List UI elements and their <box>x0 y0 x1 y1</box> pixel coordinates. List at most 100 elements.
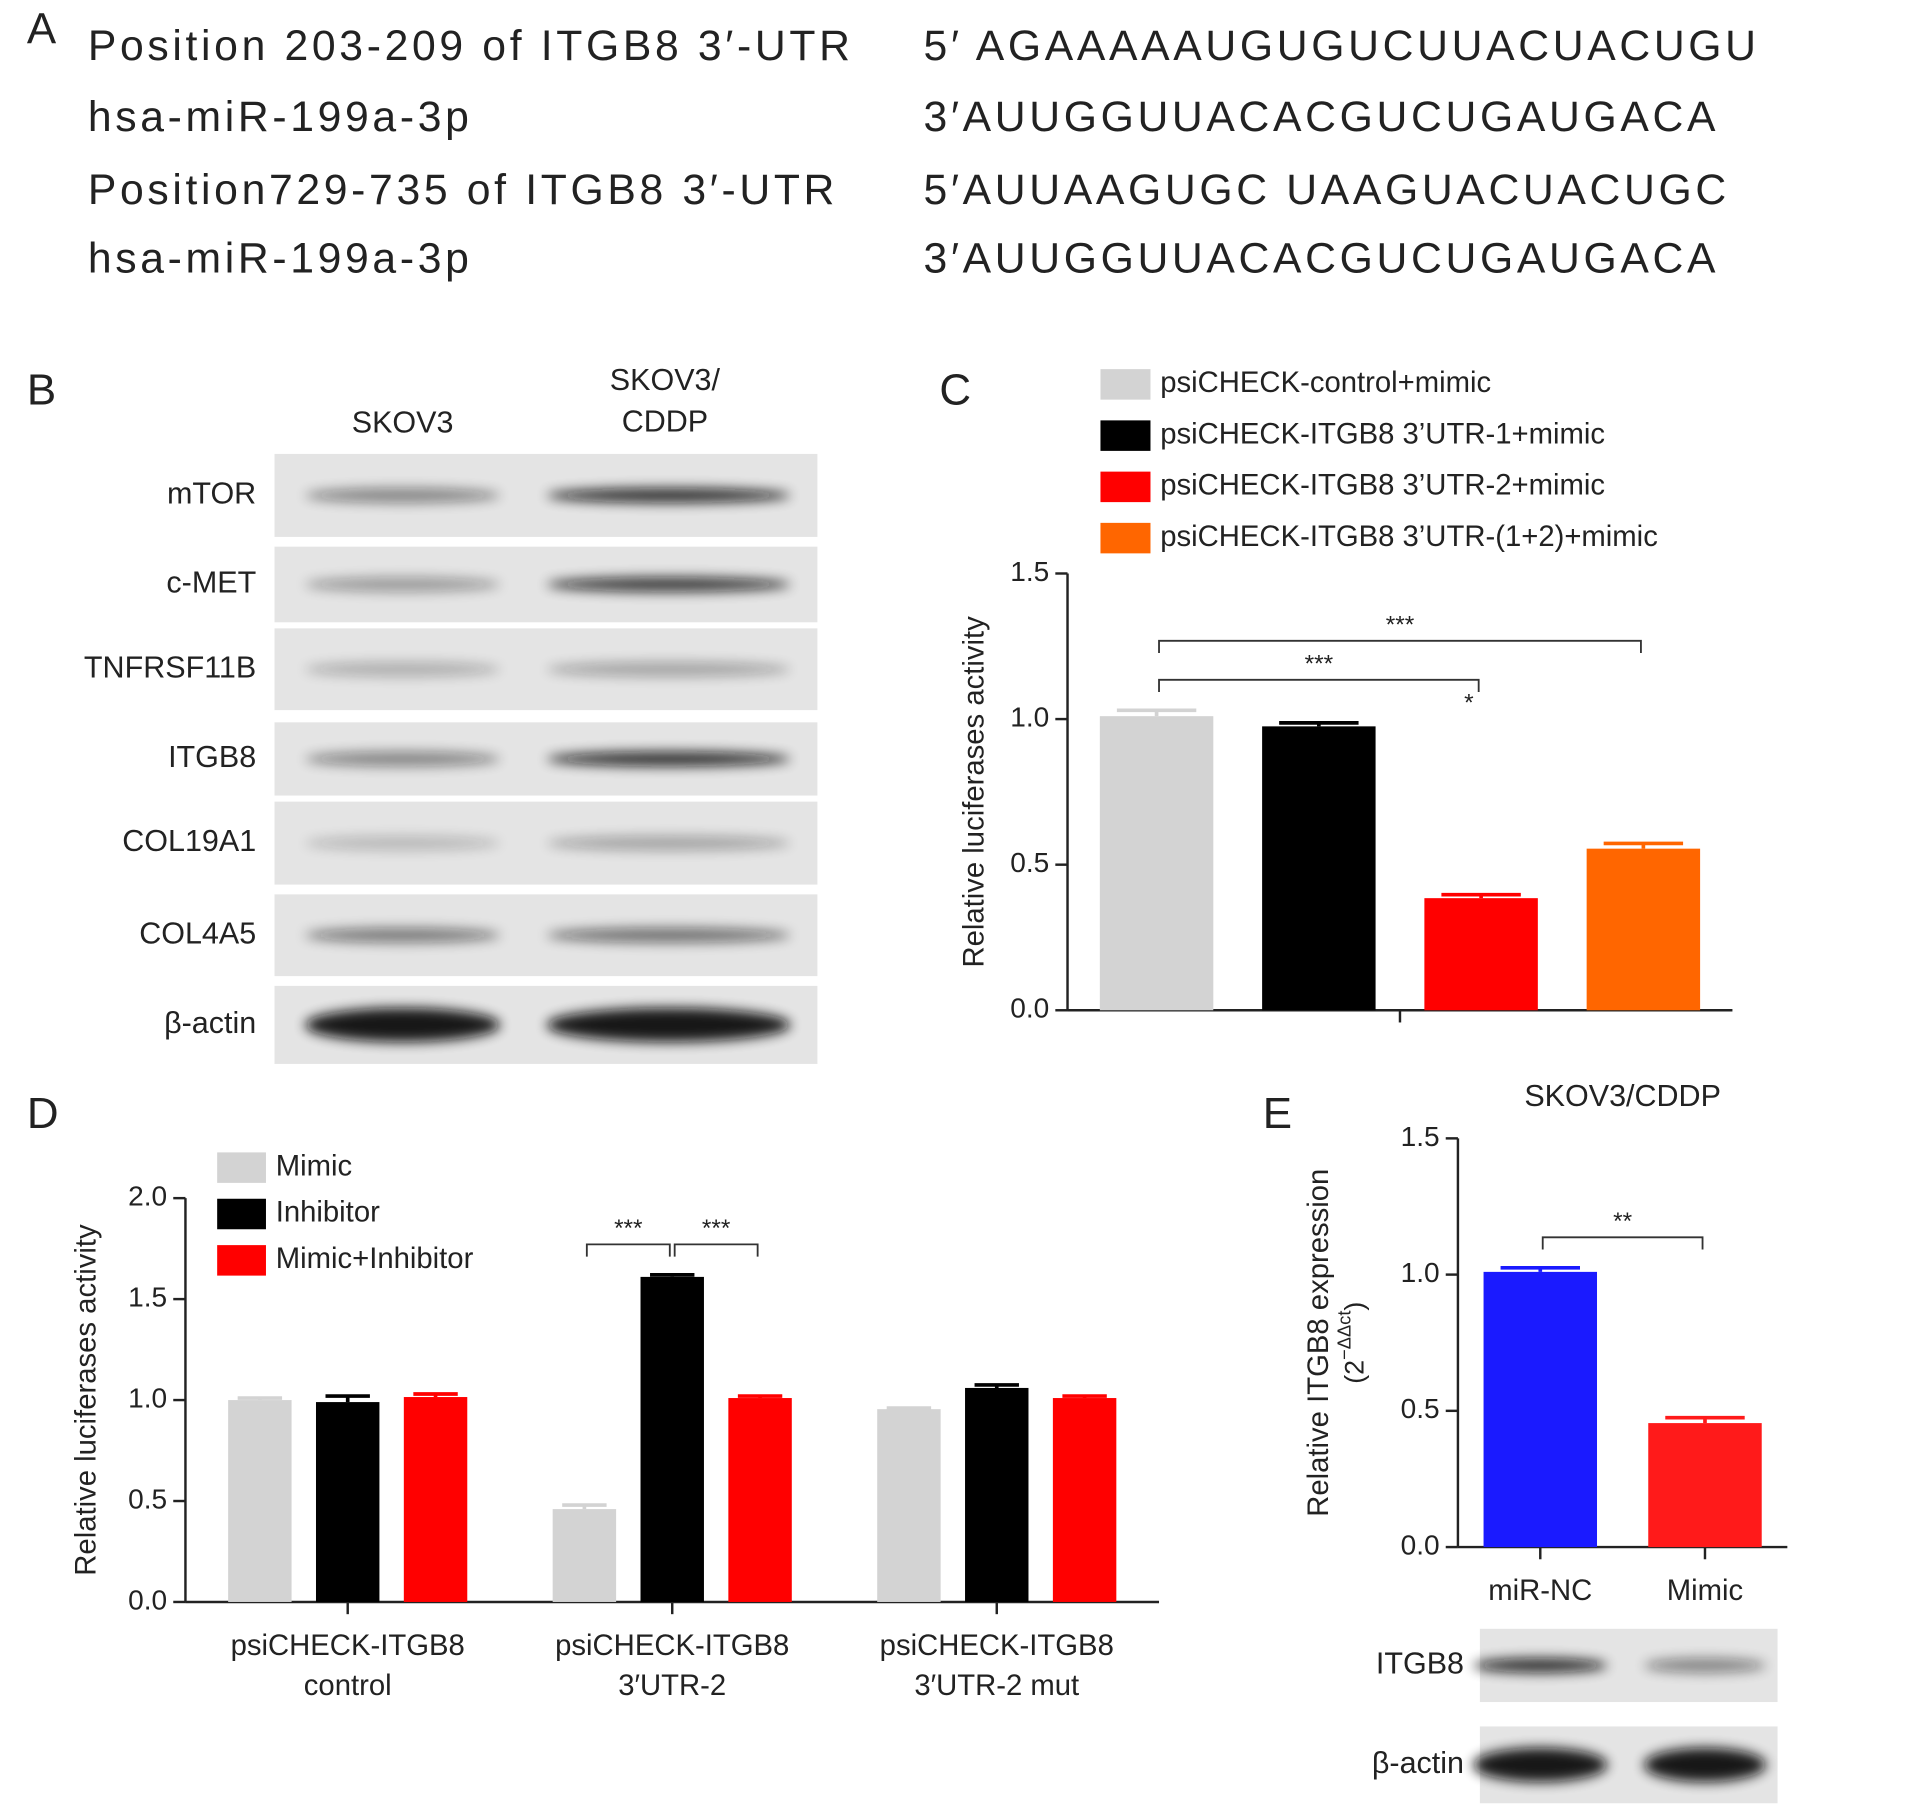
y-tick-label: 0.0 <box>1401 1529 1440 1560</box>
y-tick-label: 0.5 <box>1401 1393 1440 1424</box>
bar <box>552 1509 617 1602</box>
bar <box>1648 1423 1762 1548</box>
sequence: 5′ AGAAAAAUGUGUCUUACUACUGU <box>924 22 1760 70</box>
legend-label: psiCHECK-ITGB8 3’UTR-2+mimic <box>1160 469 1605 502</box>
y-tick-label: 0.5 <box>1010 847 1049 878</box>
blot-band <box>546 577 791 592</box>
significance-bracket <box>1158 639 1642 654</box>
column-label: SKOV3 <box>352 406 454 440</box>
y-axis-title: Relative luciferases activity <box>70 1224 103 1576</box>
blot-band <box>1473 1747 1608 1782</box>
sequence-name: Position 203-209 of ITGB8 3′-UTR <box>88 22 854 70</box>
y-axis-title: Relative ITGB8 expression <box>1302 1169 1335 1517</box>
legend-swatch <box>1100 420 1151 451</box>
error-bar <box>562 1503 607 1510</box>
panel-label: A <box>27 4 57 53</box>
x-tick-label: miR-NC <box>1488 1574 1592 1607</box>
blot-band <box>305 927 501 943</box>
formula-part: −ΔΔct <box>1334 1311 1355 1360</box>
column-label: CDDP <box>622 404 708 438</box>
bar <box>1262 726 1376 1011</box>
sequence: 3′AUUGGUUACACGUCUGAUGACA <box>924 234 1720 282</box>
panel-label: C <box>939 366 971 415</box>
blot-band <box>305 661 501 677</box>
legend-label: psiCHECK-ITGB8 3’UTR-1+mimic <box>1160 417 1605 450</box>
bar <box>1424 898 1538 1011</box>
bar <box>728 1398 792 1602</box>
significance-bracket <box>1158 678 1480 693</box>
error-bar <box>237 1396 283 1401</box>
panel-label: E <box>1263 1089 1292 1138</box>
error-bar <box>737 1394 783 1399</box>
row-label: COL4A5 <box>139 916 256 950</box>
blot-band <box>546 661 791 677</box>
sequence-name: Position729-735 of ITGB8 3′-UTR <box>88 166 838 214</box>
row-label: TNFRSF11B <box>84 650 256 684</box>
error-bar <box>413 1392 458 1398</box>
error-bar <box>1603 841 1684 849</box>
bar <box>403 1397 468 1602</box>
x-tick-label: 3′UTR-2 <box>618 1669 726 1702</box>
x-tick-label: Mimic <box>1667 1574 1743 1607</box>
error-bar <box>325 1394 370 1403</box>
row-label: β-actin <box>164 1006 256 1040</box>
legend-swatch <box>1100 369 1151 400</box>
legend-swatch <box>217 1152 266 1183</box>
x-tick-label: psiCHECK-ITGB8 <box>231 1629 465 1662</box>
error-bar <box>650 1273 695 1277</box>
sequence: 3′AUUGGUUACACGUCUGAUGACA <box>924 93 1720 141</box>
y-tick-label: 1.0 <box>128 1382 167 1413</box>
legend-swatch <box>1100 522 1151 554</box>
legend-swatch <box>217 1198 266 1230</box>
legend-label: psiCHECK-ITGB8 3’UTR-(1+2)+mimic <box>1160 520 1658 553</box>
error-bar <box>1665 1415 1745 1424</box>
row-label: c-MET <box>166 566 256 600</box>
error-bar <box>1500 1265 1580 1272</box>
bar <box>1099 716 1214 1011</box>
y-tick-label: 2.0 <box>128 1181 167 1212</box>
chart-title: SKOV3/CDDP <box>1524 1079 1721 1113</box>
formula-part: (2 <box>1340 1360 1370 1384</box>
legend-label: psiCHECK-control+mimic <box>1160 366 1491 399</box>
blot-band <box>1643 1747 1766 1782</box>
y-tick-label: 1.0 <box>1010 701 1049 732</box>
blot-band <box>546 1007 791 1042</box>
legend-label: Inhibitor <box>276 1196 380 1229</box>
significance-label: *** <box>1386 612 1415 639</box>
significance-bracket <box>585 1243 671 1257</box>
blot-band <box>305 751 501 767</box>
bar <box>965 1387 1029 1602</box>
significance-label: *** <box>614 1215 643 1242</box>
bar <box>877 1409 941 1602</box>
x-tick-label: control <box>304 1669 392 1702</box>
bar <box>1052 1398 1117 1602</box>
bar <box>1483 1271 1598 1548</box>
y-tick-label: 1.5 <box>1010 556 1049 587</box>
y-tick-label: 1.0 <box>1401 1257 1440 1288</box>
error-bar <box>886 1406 932 1410</box>
significance-label: ** <box>1613 1208 1632 1235</box>
blot-band <box>1643 1658 1766 1673</box>
row-label: ITGB8 <box>168 740 256 774</box>
legend-swatch <box>217 1245 266 1276</box>
column-label: SKOV3/ <box>610 363 721 397</box>
formula-part: ) <box>1340 1302 1370 1311</box>
y-tick-label: 0.0 <box>1010 993 1049 1024</box>
blot-band <box>546 927 791 943</box>
x-tick-label: psiCHECK-ITGB8 <box>880 1629 1114 1662</box>
y-axis-formula: (2−ΔΔct) <box>1334 1302 1370 1384</box>
legend-label: Mimic+Inhibitor <box>276 1242 474 1275</box>
blot-row-label: ITGB8 <box>1376 1646 1464 1680</box>
x-tick-label: 3′UTR-2 mut <box>914 1669 1079 1702</box>
sequence-name: hsa-miR-199a-3p <box>88 93 473 141</box>
y-tick-label: 0.0 <box>128 1584 167 1615</box>
panel-label: D <box>27 1089 59 1138</box>
significance-bracket <box>673 1243 759 1257</box>
blot-band <box>305 835 501 851</box>
error-bar <box>974 1383 1019 1388</box>
blot-band <box>546 751 791 767</box>
error-bar <box>1116 708 1197 717</box>
y-tick-label: 1.5 <box>1401 1121 1440 1152</box>
